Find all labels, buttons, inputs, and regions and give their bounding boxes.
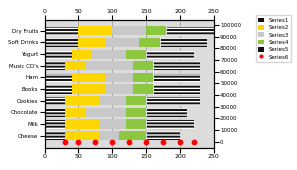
Bar bbox=[146, 49, 194, 59]
Bar bbox=[126, 96, 146, 105]
Bar bbox=[45, 26, 78, 35]
Bar bbox=[78, 38, 105, 47]
Bar bbox=[105, 73, 132, 82]
Bar bbox=[105, 38, 139, 47]
Bar bbox=[45, 61, 65, 70]
Bar bbox=[45, 120, 65, 129]
Bar bbox=[45, 131, 65, 140]
Bar bbox=[166, 26, 214, 35]
Bar bbox=[45, 84, 72, 94]
Point bbox=[127, 141, 132, 143]
Bar bbox=[153, 73, 200, 82]
Point bbox=[178, 141, 182, 143]
Bar bbox=[72, 49, 92, 59]
Bar bbox=[45, 38, 78, 47]
Point bbox=[62, 141, 67, 143]
Bar bbox=[146, 108, 187, 117]
Bar bbox=[153, 61, 200, 70]
Bar bbox=[126, 49, 146, 59]
Point bbox=[93, 141, 98, 143]
Bar bbox=[92, 49, 126, 59]
Bar bbox=[65, 108, 85, 117]
Bar bbox=[99, 96, 126, 105]
Bar bbox=[126, 120, 146, 129]
Bar bbox=[146, 96, 200, 105]
Bar bbox=[146, 26, 166, 35]
Bar bbox=[119, 131, 146, 140]
Bar bbox=[85, 108, 126, 117]
Bar bbox=[132, 84, 153, 94]
Bar bbox=[72, 84, 105, 94]
Bar bbox=[153, 84, 200, 94]
Bar bbox=[65, 131, 99, 140]
Bar bbox=[45, 108, 65, 117]
Bar bbox=[78, 26, 112, 35]
Bar bbox=[126, 108, 146, 117]
Bar bbox=[85, 61, 132, 70]
Bar bbox=[160, 38, 207, 47]
Point bbox=[161, 141, 165, 143]
Bar bbox=[45, 73, 72, 82]
Point bbox=[76, 141, 81, 143]
Bar bbox=[112, 26, 146, 35]
Point bbox=[191, 141, 196, 143]
Bar bbox=[45, 49, 72, 59]
Bar bbox=[45, 96, 65, 105]
Bar bbox=[99, 120, 126, 129]
Bar bbox=[65, 120, 99, 129]
Legend: Series1, Series2, Series3, Series4, Series5, Series6: Series1, Series2, Series3, Series4, Seri… bbox=[256, 15, 291, 62]
Bar bbox=[132, 73, 153, 82]
Bar bbox=[139, 38, 160, 47]
Bar bbox=[65, 61, 85, 70]
Bar bbox=[105, 84, 132, 94]
Point bbox=[144, 141, 148, 143]
Bar bbox=[65, 96, 99, 105]
Bar bbox=[146, 120, 194, 129]
Bar bbox=[72, 73, 105, 82]
Point bbox=[110, 141, 115, 143]
Bar bbox=[146, 131, 180, 140]
Bar bbox=[99, 131, 119, 140]
Bar bbox=[132, 61, 153, 70]
